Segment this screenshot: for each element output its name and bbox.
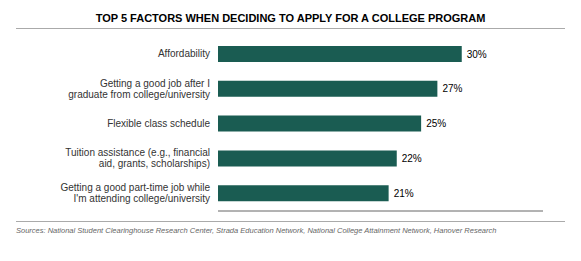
svg-text:Affordability: Affordability <box>158 48 210 59</box>
svg-text:22%: 22% <box>402 153 422 164</box>
svg-text:25%: 25% <box>426 118 446 129</box>
svg-text:21%: 21% <box>394 188 414 199</box>
svg-text:30%: 30% <box>467 49 487 60</box>
svg-text:Getting a good part-time job w: Getting a good part-time job whileI'm at… <box>60 182 210 204</box>
html-text:Sources: National Student Clea: Sources: National Student Clearinghouse … <box>16 226 497 235</box>
svg-text:27%: 27% <box>442 83 462 94</box>
svg-text:Tuition assistance (e.g., fina: Tuition assistance (e.g., financialaid, … <box>65 147 210 169</box>
svg-text:Getting a good job after Igrad: Getting a good job after Igraduate from … <box>68 77 210 99</box>
svg-text:Flexible class schedule: Flexible class schedule <box>107 118 210 129</box>
html-text:TOP 5 FACTORS WHEN DECIDING TO: TOP 5 FACTORS WHEN DECIDING TO APPLY FOR… <box>95 12 486 24</box>
